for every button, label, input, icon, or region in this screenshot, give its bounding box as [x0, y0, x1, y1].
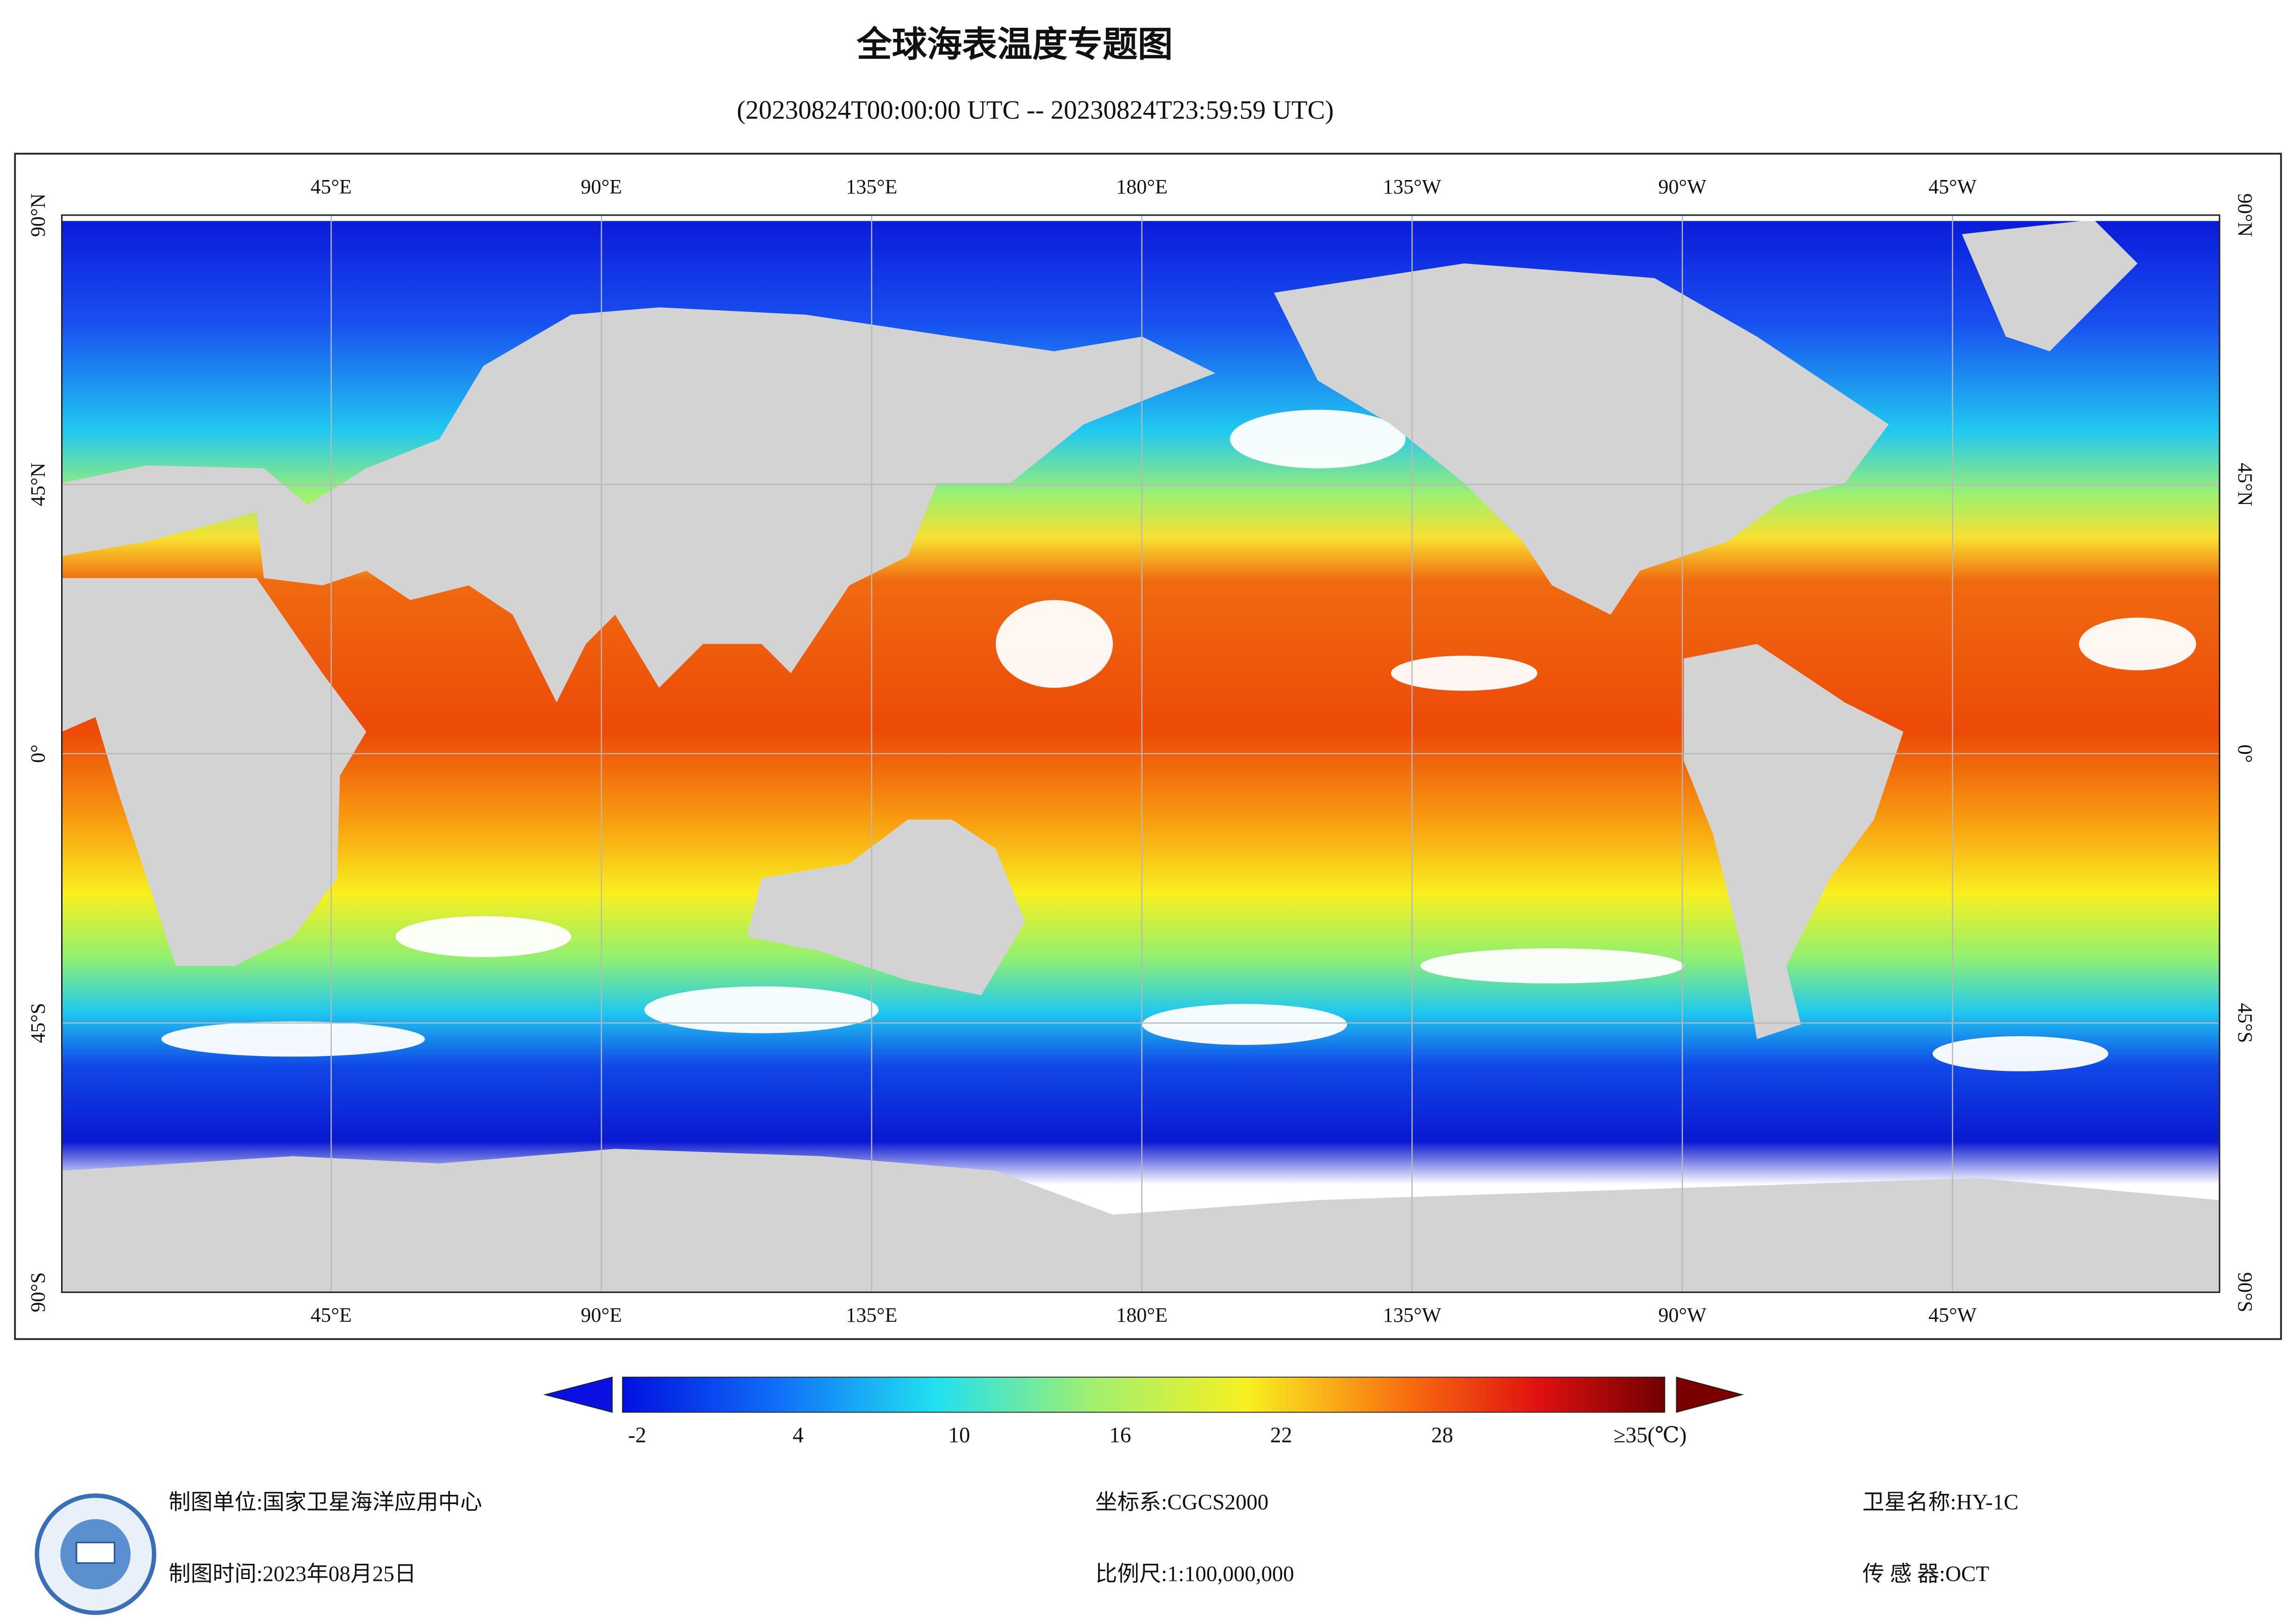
- cloud-gaps: [161, 410, 2196, 1071]
- map-title: 全球海表温度专题图: [856, 25, 1173, 64]
- lon-label-top: 90°E: [581, 175, 622, 198]
- lon-label-bottom: 135°E: [846, 1304, 897, 1326]
- graticule-labels: 45°E 45°E 90°E 90°E 135°E 135°E 180°E 180°E 135°…: [26, 175, 2256, 1326]
- footer-date: 制图时间:2023年08月25日: [168, 1562, 416, 1586]
- logo-satellite: [75, 1542, 115, 1564]
- map-body: [62, 215, 2220, 1293]
- lon-label-top: 90°W: [1658, 175, 1706, 198]
- lat-label-left: 45°S: [26, 1003, 49, 1043]
- colorbar-under-arrow: [543, 1376, 613, 1413]
- colorbar-max-label: ≥35(℃): [1614, 1423, 1687, 1447]
- lat-label-right: 45°S: [2234, 1003, 2256, 1043]
- lon-label-bottom: 90°W: [1658, 1304, 1706, 1326]
- lon-label-top: 45°W: [1928, 175, 1977, 198]
- lon-label-bottom: 90°E: [581, 1304, 622, 1326]
- footer-sensor: 传 感 器:OCT: [1862, 1562, 1989, 1586]
- footer-satellite: 卫星名称:HY-1C: [1862, 1491, 2018, 1515]
- lon-label-bottom: 180°E: [1116, 1304, 1167, 1326]
- footer-scale: 比例尺:1:100,000,000: [1095, 1562, 1294, 1586]
- colorbar-label: 28: [1431, 1423, 1453, 1447]
- lon-label-top: 45°E: [311, 175, 352, 198]
- lat-label-right: 90°S: [2234, 1272, 2256, 1312]
- logo: [35, 1493, 156, 1615]
- lon-label-top: 135°W: [1383, 175, 1441, 198]
- colorbar-labels: -2 4 10 16 22 28: [628, 1423, 1454, 1447]
- lon-label-top: 135°E: [846, 175, 897, 198]
- lon-label-bottom: 135°W: [1383, 1304, 1441, 1326]
- lat-label-right: 0°: [2234, 745, 2256, 763]
- colorbar-label: -2: [628, 1423, 647, 1447]
- footer-unit: 制图单位:国家卫星海洋应用中心: [168, 1491, 482, 1515]
- colorbar-over-arrow: [1676, 1376, 1744, 1413]
- map-border: [61, 214, 2221, 1293]
- lat-label-left: 0°: [26, 745, 49, 763]
- lat-label-right: 90°N: [2234, 193, 2256, 237]
- colorbar-label: 10: [948, 1423, 970, 1447]
- lat-label-left: 90°N: [26, 193, 49, 237]
- footer-crs: 坐标系:CGCS2000: [1095, 1491, 1268, 1515]
- lon-label-bottom: 45°E: [311, 1304, 352, 1326]
- lon-label-top: 180°E: [1116, 175, 1167, 198]
- lat-label-left: 45°N: [26, 463, 49, 506]
- lat-label-left: 90°S: [26, 1272, 49, 1312]
- colorbar-label: 4: [792, 1423, 804, 1447]
- colorbar: [622, 1376, 1666, 1413]
- map-subtitle: (20230824T00:00:00 UTC -- 20230824T23:59…: [737, 96, 1334, 125]
- lon-label-bottom: 45°W: [1928, 1304, 1977, 1326]
- graticule: [62, 215, 2220, 1293]
- lat-label-right: 45°N: [2234, 463, 2256, 506]
- colorbar-label: 22: [1270, 1423, 1292, 1447]
- colorbar-label: 16: [1109, 1423, 1131, 1447]
